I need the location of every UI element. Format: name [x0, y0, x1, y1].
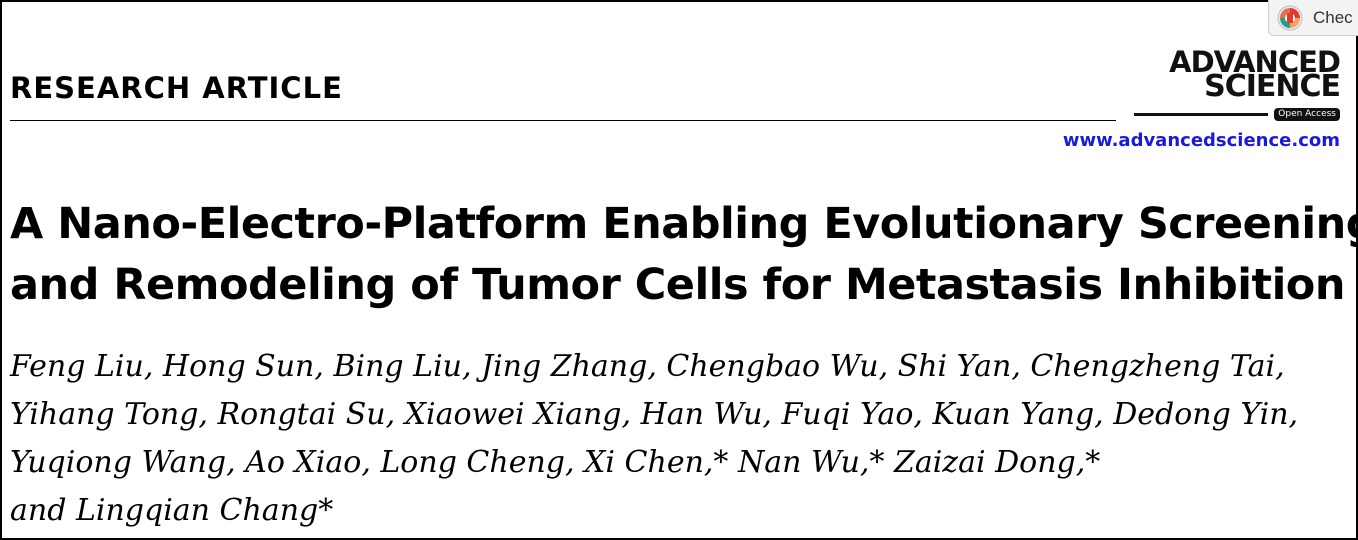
- section-label: RESEARCH ARTICLE: [10, 71, 343, 105]
- author-line: and Lingqian Chang*: [10, 493, 334, 528]
- journal-logo-bar: [1134, 113, 1268, 116]
- open-access-badge: Open Access: [1274, 108, 1340, 121]
- journal-website-link[interactable]: www.advancedscience.com: [1062, 130, 1340, 151]
- check-for-updates-badge[interactable]: Chec: [1268, 0, 1358, 36]
- article-title: A Nano-Electro-Platform Enabling Evoluti…: [10, 194, 1358, 316]
- journal-logo-word-advanced: ADVANCED: [1169, 45, 1341, 79]
- journal-logo-word-science: SCIENCE: [1204, 69, 1341, 104]
- header-divider: [10, 120, 1116, 121]
- crossmark-check-icon: [1277, 5, 1303, 31]
- author-line: Yihang Tong, Rongtai Su, Xiaowei Xiang, …: [10, 397, 1299, 432]
- check-for-updates-label: Chec: [1313, 8, 1353, 27]
- journal-logo: ADVANCED SCIENCE Open Access: [1134, 45, 1341, 123]
- author-line: Feng Liu, Hong Sun, Bing Liu, Jing Zhang…: [10, 349, 1285, 384]
- author-line: Yuqiong Wang, Ao Xiao, Long Cheng, Xi Ch…: [10, 445, 1101, 480]
- author-list: Feng Liu, Hong Sun, Bing Liu, Jing Zhang…: [10, 343, 1340, 535]
- article-title-line: A Nano-Electro-Platform Enabling Evoluti…: [10, 199, 1358, 249]
- article-title-line: and Remodeling of Tumor Cells for Metast…: [10, 260, 1345, 310]
